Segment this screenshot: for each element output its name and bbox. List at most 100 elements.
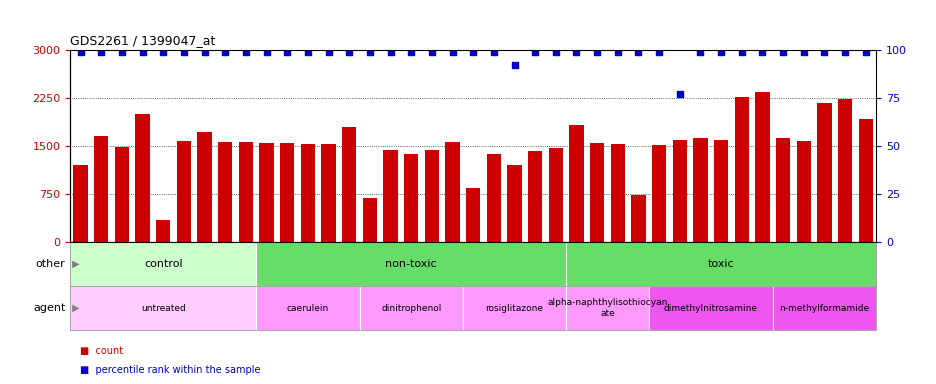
Point (258, 49, 273, 55)
Bar (462, 286, 565, 330)
Point (403, 49, 418, 55)
Bar (218, 142, 232, 242)
Bar (506, 165, 521, 242)
Point (94, 49, 109, 55)
Bar (177, 141, 191, 242)
Text: ■  count: ■ count (80, 346, 123, 356)
Bar (754, 91, 768, 242)
Bar (651, 145, 665, 242)
Bar (259, 143, 273, 242)
Text: ▶: ▶ (69, 259, 80, 269)
Text: alpha-naphthylisothiocyan
ate: alpha-naphthylisothiocyan ate (547, 298, 667, 318)
Text: ■  percentile rank within the sample: ■ percentile rank within the sample (80, 365, 260, 375)
Bar (816, 103, 831, 242)
Bar (156, 220, 170, 242)
Point (342, 49, 357, 55)
Point (548, 49, 563, 55)
Bar (569, 125, 583, 242)
Bar (383, 151, 398, 242)
Bar (73, 165, 88, 242)
Bar (565, 242, 875, 286)
Point (465, 49, 480, 55)
Text: other: other (36, 259, 66, 269)
Text: toxic: toxic (707, 259, 734, 269)
Point (73, 49, 88, 55)
Bar (256, 242, 565, 286)
Text: dinitrophenol: dinitrophenol (381, 304, 441, 313)
Point (197, 49, 212, 55)
Point (300, 49, 315, 55)
Bar (693, 137, 707, 242)
Bar (565, 286, 648, 330)
Point (713, 49, 728, 55)
Point (796, 49, 811, 55)
Bar (465, 188, 480, 242)
Point (238, 49, 253, 55)
Point (321, 49, 336, 55)
Point (734, 49, 749, 55)
Text: n-methylformamide: n-methylformamide (779, 304, 869, 313)
Point (589, 49, 604, 55)
Bar (590, 143, 604, 242)
Text: rosiglitazone: rosiglitazone (485, 304, 543, 313)
Text: agent: agent (33, 303, 66, 313)
Point (630, 49, 645, 55)
Text: caerulein: caerulein (286, 304, 329, 313)
Text: untreated: untreated (140, 304, 185, 313)
Point (775, 49, 790, 55)
Bar (527, 151, 542, 242)
Bar (300, 144, 314, 242)
Bar (280, 143, 294, 242)
Point (672, 91, 687, 97)
Point (362, 49, 377, 55)
Bar (239, 142, 253, 242)
Point (114, 49, 129, 55)
Bar (486, 154, 501, 242)
Point (217, 49, 232, 55)
Point (506, 62, 521, 68)
Bar (359, 286, 462, 330)
Bar (713, 141, 727, 242)
Bar (796, 141, 811, 242)
Bar (256, 286, 359, 330)
Bar (837, 99, 852, 242)
Point (280, 49, 295, 55)
Point (383, 49, 398, 55)
Point (837, 49, 852, 55)
Bar (135, 114, 150, 242)
Point (857, 49, 872, 55)
Point (486, 49, 501, 55)
Bar (70, 242, 256, 286)
Bar (403, 154, 418, 242)
Bar (734, 97, 748, 242)
Point (754, 49, 769, 55)
Bar (772, 286, 875, 330)
Text: dimethylnitrosamine: dimethylnitrosamine (663, 304, 757, 313)
Bar (548, 149, 563, 242)
Bar (445, 142, 460, 242)
Point (816, 49, 831, 55)
Point (693, 49, 708, 55)
Bar (610, 144, 624, 242)
Bar (775, 138, 789, 242)
Point (609, 49, 624, 55)
Bar (197, 132, 212, 242)
Bar (672, 139, 686, 242)
Bar (94, 136, 109, 242)
Point (155, 49, 170, 55)
Point (176, 49, 191, 55)
Point (568, 49, 583, 55)
Bar (424, 150, 439, 242)
Bar (648, 286, 772, 330)
Bar (70, 286, 256, 330)
Point (651, 49, 665, 55)
Text: non-toxic: non-toxic (385, 259, 436, 269)
Bar (342, 127, 356, 242)
Bar (362, 199, 376, 242)
Point (135, 49, 150, 55)
Bar (857, 119, 872, 242)
Point (527, 49, 542, 55)
Bar (631, 195, 645, 242)
Text: GDS2261 / 1399047_at: GDS2261 / 1399047_at (70, 34, 215, 47)
Point (424, 49, 439, 55)
